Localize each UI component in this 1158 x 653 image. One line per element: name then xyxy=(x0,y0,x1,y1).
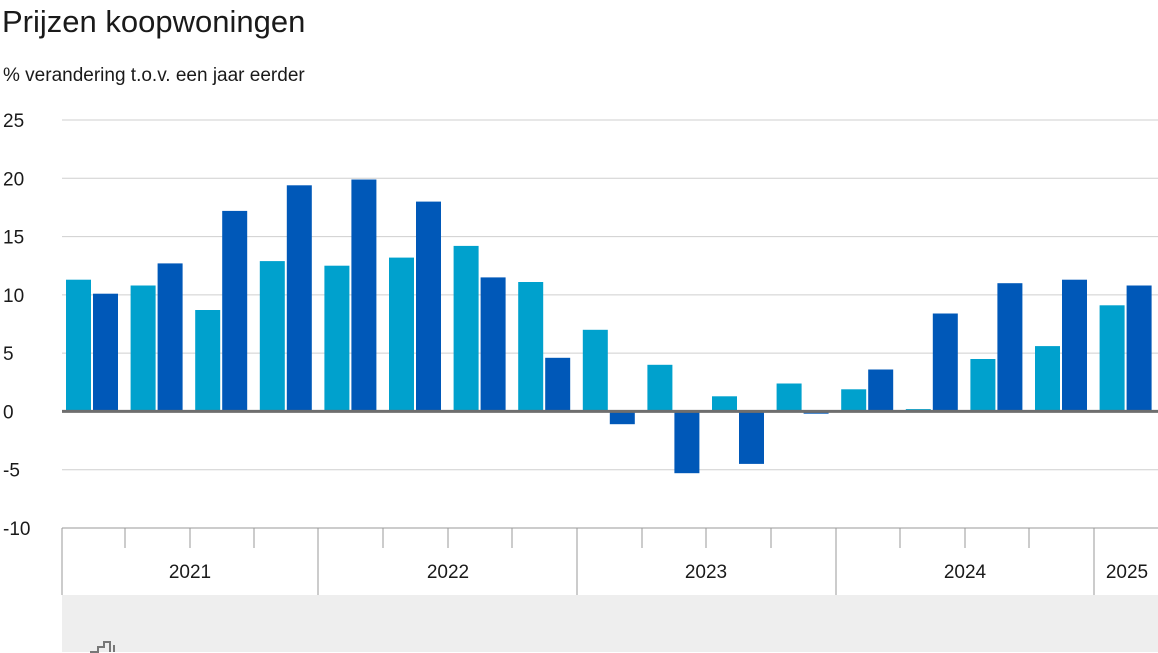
bar xyxy=(518,282,544,412)
bar xyxy=(776,383,802,412)
bar xyxy=(389,257,414,412)
bar xyxy=(609,411,635,425)
y-tick-label: 0 xyxy=(3,402,14,423)
bar xyxy=(324,265,350,412)
y-tick-label: 15 xyxy=(3,228,24,249)
bar xyxy=(674,411,700,474)
bar xyxy=(970,359,996,412)
bar xyxy=(932,313,958,412)
bar xyxy=(130,285,156,412)
bar xyxy=(351,179,377,412)
bar xyxy=(545,357,571,412)
bar xyxy=(647,364,673,412)
y-tick-label: 25 xyxy=(3,111,24,132)
x-year-label: 2025 xyxy=(1106,562,1148,583)
y-tick-label: 5 xyxy=(3,344,14,365)
bar xyxy=(868,369,894,412)
x-year-label: 2024 xyxy=(944,562,987,583)
x-axis: 2021 2022 2023 2024 2025 xyxy=(61,528,1148,595)
bar xyxy=(453,245,479,412)
bar xyxy=(195,310,221,412)
hand-icon[interactable] xyxy=(84,639,124,653)
x-year-label: 2023 xyxy=(685,562,727,583)
chart-toolbar-area xyxy=(62,595,1158,653)
bar xyxy=(582,329,608,412)
bar-chart: 25 20 15 10 5 0 -5 -10 2021 2022 2023 2024 2025 xyxy=(3,111,1158,595)
chart-title: Prijzen koopwoningen xyxy=(2,4,306,39)
bar xyxy=(997,283,1023,412)
chart-subtitle: % verandering t.o.v. een jaar eerder xyxy=(3,65,305,86)
bar xyxy=(712,396,737,412)
x-year-label: 2021 xyxy=(169,562,211,583)
bar xyxy=(416,201,441,412)
bar xyxy=(480,277,506,412)
y-tick-label: -10 xyxy=(3,519,30,540)
bar xyxy=(739,411,764,464)
bar xyxy=(1035,346,1060,412)
bar xyxy=(93,293,118,412)
bar xyxy=(1126,285,1152,412)
bar xyxy=(222,210,248,412)
bar xyxy=(157,263,183,412)
bar xyxy=(286,185,312,412)
y-tick-label: -5 xyxy=(3,461,20,482)
bar xyxy=(1099,305,1125,412)
y-tick-label: 20 xyxy=(3,169,24,190)
x-year-label: 2022 xyxy=(427,562,469,583)
y-tick-label: 10 xyxy=(3,286,24,307)
bar xyxy=(66,279,91,412)
bar xyxy=(1062,279,1087,412)
bars xyxy=(66,179,1152,474)
bar xyxy=(841,389,867,412)
bar xyxy=(259,261,285,412)
y-axis-ticks: 25 20 15 10 5 0 -5 -10 xyxy=(3,111,30,540)
